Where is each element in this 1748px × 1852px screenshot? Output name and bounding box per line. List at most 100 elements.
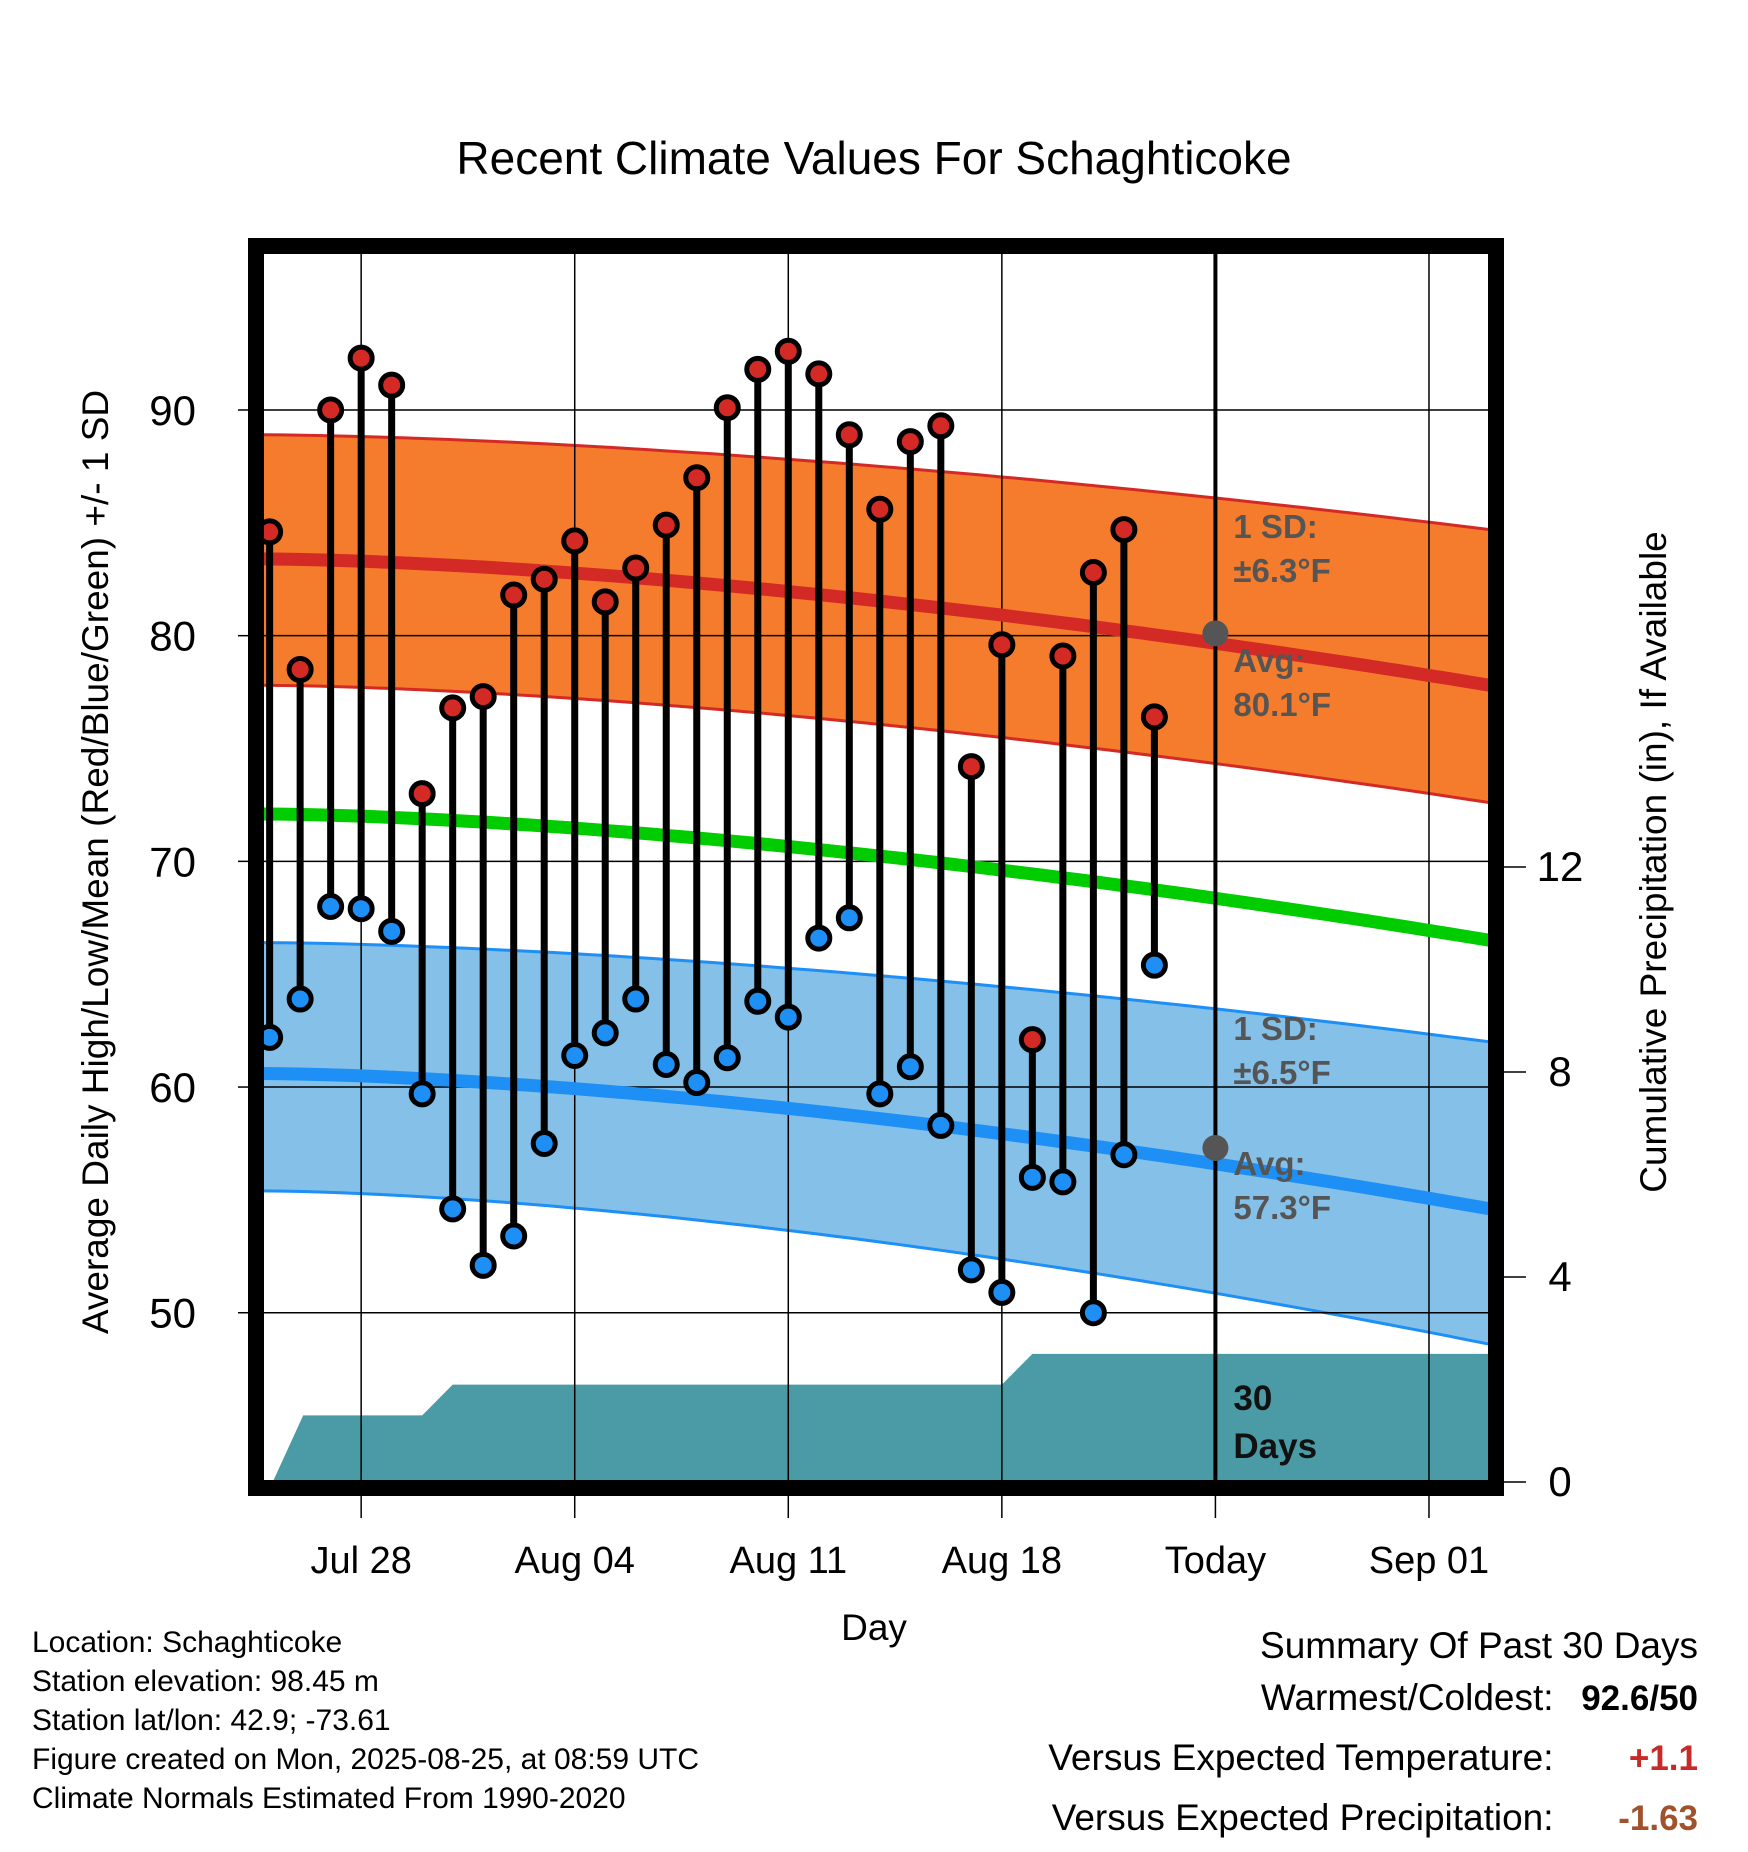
y-tick-label: 80 [149,613,196,660]
precip-area [272,1353,1490,1482]
daily-high-point [347,344,375,372]
daily-high-point [1110,516,1138,544]
plot-border [248,238,1504,1496]
window-label-number: 30 [1233,1379,1272,1418]
y2-tick-label: 0 [1548,1458,1571,1505]
daily-low-point [469,1251,497,1279]
summary-panel: Summary Of Past 30 Days Warmest/Coldest:… [1048,1620,1698,1852]
low-sd-value: ±6.5°F [1233,1054,1330,1091]
normal-high-line [262,552,1490,692]
plot-area: 1 SD: ±6.3°F Avg: 80.1°F 1 SD: ±6.5°F Avg: 57.3… [262,252,1490,1482]
daily-high-point [622,554,650,582]
high-sd-band [262,434,1490,803]
high-sd-upper-line [262,433,1490,532]
low-sd-band [262,942,1490,1345]
daily-low-point [1049,1168,1077,1196]
daily-low-point [774,1003,802,1031]
daily-high-point [866,495,894,523]
daily-high-point [500,581,528,609]
daily-low-point [927,1111,955,1139]
y-axis-label: Average Daily High/Low/Mean (Red/Blue/Gr… [75,390,116,1334]
daily-high-point [530,565,558,593]
y-tick-label: 70 [149,838,196,885]
daily-high-point [317,396,345,424]
daily-low-point [622,985,650,1013]
daily-low-point [835,904,863,932]
daily-high-point [1140,703,1168,731]
normal-low-line [262,1067,1490,1216]
high-sd-lower-line [262,683,1490,805]
y2-tick-label: 8 [1548,1048,1571,1095]
x-tick-label: Aug 11 [729,1540,847,1582]
daily-low-point [500,1222,528,1250]
daily-high-point [988,631,1016,659]
x-tick-label: Sep 01 [1369,1540,1489,1582]
daily-low-point [866,1080,894,1108]
station-info: Location: Schaghticoke Station elevation… [32,1623,699,1818]
high-sd-label: 1 SD: [1233,508,1317,545]
daily-high-point [835,421,863,449]
y-tick-label: 90 [149,387,196,434]
y2-tick-label: 12 [1537,843,1584,890]
today-low-marker [1202,1134,1229,1161]
daily-high-point [1018,1026,1046,1054]
daily-low-point [561,1041,589,1069]
axes: 50 60 70 80 90 0 4 8 12 Jul 28 Aug 04 Aug 11 Aug 18 T… [149,387,1584,1582]
daily-high-point [774,337,802,365]
daily-low-point [262,1023,284,1051]
normal-mean-line [262,807,1490,947]
daily-low-point [591,1019,619,1047]
daily-high-point [286,656,314,684]
daily-low-point [1110,1141,1138,1169]
chart-title: Recent Climate Values For Schaghticoke [456,132,1291,184]
daily-low-point [896,1053,924,1081]
daily-low-point [713,1044,741,1072]
daily-high-point [957,753,985,781]
low-avg-value: 57.3°F [1233,1189,1331,1226]
warmest-coldest-row: Warmest/Coldest: 92.6/50 [1048,1672,1698,1732]
elevation-text: Station elevation: 98.45 m [32,1665,379,1698]
daily-high-point [1049,642,1077,670]
daily-high-point [469,683,497,711]
daily-low-point [988,1278,1016,1306]
daily-low-point [805,924,833,952]
high-avg-label: Avg: [1233,642,1305,679]
daily-high-point [927,412,955,440]
precip-departure-row: Versus Expected Precipitation: -1.63 [1048,1792,1698,1852]
daily-high-point [744,355,772,383]
warmest-coldest-value: 92.6/50 [1581,1679,1698,1718]
daily-low-point [744,987,772,1015]
x-axis-label: Day [841,1607,907,1648]
daily-low-point [347,895,375,923]
high-avg-value: 80.1°F [1233,686,1331,723]
daily-high-point [896,428,924,456]
precip-departure-value: -1.63 [1618,1799,1698,1838]
temp-departure-value: +1.1 [1628,1739,1698,1778]
y-tick-label: 60 [149,1064,196,1111]
daily-low-point [1140,951,1168,979]
daily-high-point [262,518,284,546]
daily-high-point [561,527,589,555]
daily-high-point [713,394,741,422]
temp-departure-row: Versus Expected Temperature: +1.1 [1048,1732,1698,1792]
summary-heading: Summary Of Past 30 Days [1260,1625,1698,1666]
x-tick-label: Aug 04 [514,1540,634,1582]
daily-high-point [652,511,680,539]
daily-low-point [408,1080,436,1108]
daily-low-point [317,892,345,920]
low-sd-label: 1 SD: [1233,1010,1317,1047]
daily-high-point [683,464,711,492]
daily-low-point [652,1050,680,1078]
daily-high-point [805,360,833,388]
daily-low-point [286,985,314,1013]
today-high-marker [1202,620,1229,647]
daily-high-point [378,371,406,399]
daily-high-point [408,780,436,808]
temp-departure-label: Versus Expected Temperature: [1048,1737,1554,1778]
daily-high-point [439,694,467,722]
location-text: Location: Schaghticoke [32,1626,343,1659]
latlon-text: Station lat/lon: 42.9; -73.61 [32,1704,391,1737]
y2-axis-label: Cumulative Precipitation (in), If Availa… [1633,531,1674,1193]
precip-departure-label: Versus Expected Precipitation: [1051,1797,1554,1838]
